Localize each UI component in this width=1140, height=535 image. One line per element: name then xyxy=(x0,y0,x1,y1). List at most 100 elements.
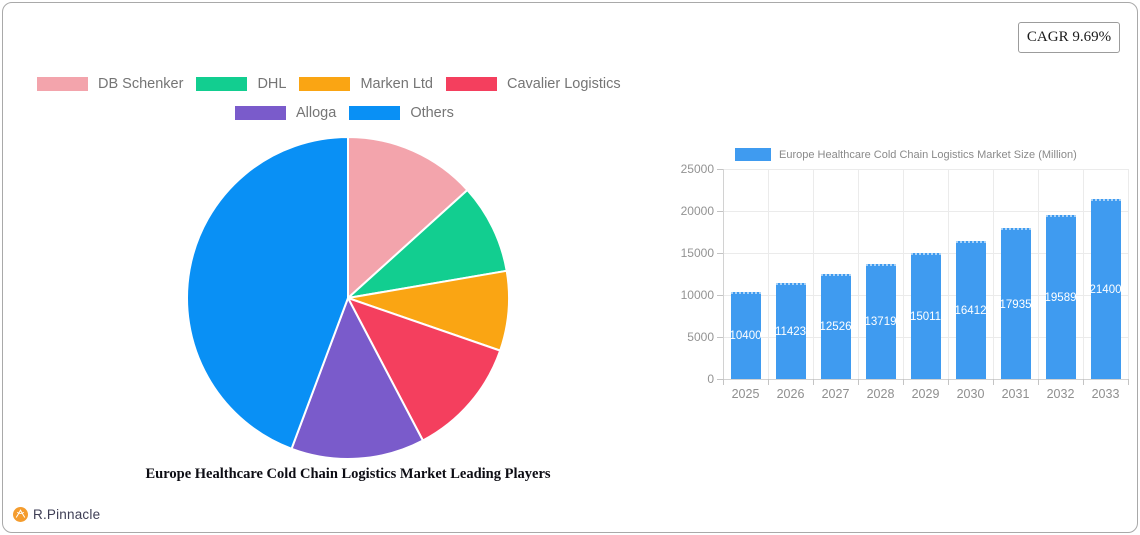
bar-2029[interactable]: 15011 xyxy=(909,252,942,379)
bar-2025[interactable]: 10400 xyxy=(729,291,762,379)
x-tickmark xyxy=(903,379,904,385)
x-axis-label-2027: 2027 xyxy=(821,387,850,401)
legend-label-db-schenker: DB Schenker xyxy=(98,76,184,92)
legend-label-alloga: Alloga xyxy=(296,105,337,121)
bar-value-label-2027: 12526 xyxy=(819,321,852,334)
bar-value-label-2031: 17935 xyxy=(999,298,1032,311)
gridline-x-boundary xyxy=(723,169,724,379)
bar-2026[interactable]: 11423 xyxy=(774,283,807,379)
bar-value-label-2029: 15011 xyxy=(909,310,942,323)
x-axis-label-2025: 2025 xyxy=(731,387,760,401)
y-tickmark xyxy=(717,253,723,254)
pie-legend-row-2: Alloga Others xyxy=(235,105,690,121)
bar-chart-area: Europe Healthcare Cold Chain Logistics M… xyxy=(681,138,1138,413)
x-axis-label-2028: 2028 xyxy=(866,387,895,401)
y-tickmark xyxy=(717,211,723,212)
gridline-x-boundary xyxy=(1083,169,1084,379)
y-tickmark xyxy=(717,169,723,170)
bar-legend-label: Europe Healthcare Cold Chain Logistics M… xyxy=(779,148,1077,161)
gridline-x-boundary xyxy=(948,169,949,379)
gridline-x-boundary xyxy=(813,169,814,379)
legend-item-dhl[interactable]: DHL xyxy=(196,76,286,92)
legend-item-others[interactable]: Others xyxy=(349,105,454,121)
bar-value-label-2032: 19589 xyxy=(1044,291,1077,304)
x-axis-label-2029: 2029 xyxy=(911,387,940,401)
legend-item-cavalier-logistics[interactable]: Cavalier Logistics xyxy=(446,76,621,92)
legend-label-marken-ltd: Marken Ltd xyxy=(360,76,433,92)
legend-item-alloga[interactable]: Alloga xyxy=(235,105,336,121)
bar-value-label-2033: 21400 xyxy=(1089,284,1122,297)
y-tickmark xyxy=(717,379,723,380)
legend-swatch-alloga xyxy=(235,106,286,120)
pie-slice-cavalier-logistics[interactable] xyxy=(347,297,502,442)
legend-item-db-schenker[interactable]: DB Schenker xyxy=(37,76,183,92)
gridline-x-boundary xyxy=(1128,169,1129,379)
legend-swatch-others xyxy=(349,106,401,120)
pie-chart-title: Europe Healthcare Cold Chain Logistics M… xyxy=(145,466,551,482)
bar-value-label-2028: 13719 xyxy=(864,316,897,329)
brand-name: R.Pinnacle xyxy=(33,507,101,522)
pie-legend: DB Schenker DHL Marken Ltd Cavalier Logisti… xyxy=(0,76,690,121)
cagr-badge-label: CAGR 9.69% xyxy=(1026,29,1112,45)
y-axis-label-0: 0 xyxy=(707,372,714,386)
bar-value-label-2030: 16412 xyxy=(954,305,987,318)
bar-2031[interactable]: 17935 xyxy=(999,228,1032,379)
brand-footer: R.Pinnacle xyxy=(13,507,100,522)
cagr-badge: CAGR 9.69% xyxy=(1018,22,1120,53)
pie-chart-area xyxy=(178,128,518,468)
bar-value-label-2025: 10400 xyxy=(729,330,762,343)
legend-swatch-db-schenker xyxy=(37,77,88,91)
pie-legend-row-1: DB Schenker DHL Marken Ltd Cavalier Logisti… xyxy=(37,76,690,92)
gridline-x-boundary xyxy=(768,169,769,379)
x-tickmark xyxy=(813,379,814,385)
bar-value-label-2026: 11423 xyxy=(774,326,807,338)
bar-2027[interactable]: 12526 xyxy=(819,273,852,379)
x-axis-label-2033: 2033 xyxy=(1091,387,1120,401)
y-axis-label-5000: 5000 xyxy=(687,330,714,344)
y-axis-label-20000: 20000 xyxy=(680,204,714,218)
x-tickmark xyxy=(1128,379,1129,385)
pie-slice-db-schenker[interactable] xyxy=(347,136,469,299)
bar-2033[interactable]: 21400 xyxy=(1089,199,1122,379)
pie-chart xyxy=(186,136,510,460)
bar-2030[interactable]: 16412 xyxy=(954,241,987,379)
bar-legend-swatch xyxy=(735,148,771,161)
gridline-y-25000 xyxy=(723,169,1128,170)
y-axis-label-10000: 10000 xyxy=(680,288,714,302)
y-tickmark xyxy=(717,295,723,296)
legend-label-others: Others xyxy=(410,105,454,121)
pie-slice-others[interactable] xyxy=(186,136,349,450)
x-axis-label-2026: 2026 xyxy=(776,387,805,401)
x-axis-label-2031: 2031 xyxy=(1001,387,1030,401)
gridline-y-20000 xyxy=(723,211,1128,212)
gridline-x-boundary xyxy=(858,169,859,379)
pie-slice-dhl[interactable] xyxy=(347,189,508,299)
legend-swatch-cavalier-logistics xyxy=(446,77,497,91)
gridline-y-0 xyxy=(723,379,1128,380)
legend-label-cavalier-logistics: Cavalier Logistics xyxy=(507,76,621,92)
x-tickmark xyxy=(1083,379,1084,385)
bar-2028[interactable]: 13719 xyxy=(864,263,897,379)
x-tickmark xyxy=(723,379,724,385)
bar-2032[interactable]: 19589 xyxy=(1044,214,1077,379)
brand-logo-icon xyxy=(13,507,28,522)
bar-plot: 0 5000 10000 15000 20000 25000 10400 2025 11423 2… xyxy=(681,162,1129,401)
gridline-x-boundary xyxy=(1038,169,1039,379)
y-axis-label-15000: 15000 xyxy=(680,246,714,260)
x-tickmark xyxy=(948,379,949,385)
y-axis-label-25000: 25000 xyxy=(680,162,714,176)
pie-slice-alloga[interactable] xyxy=(290,297,424,460)
legend-item-marken-ltd[interactable]: Marken Ltd xyxy=(299,76,433,92)
x-tickmark xyxy=(993,379,994,385)
x-tickmark xyxy=(1038,379,1039,385)
x-axis-label-2030: 2030 xyxy=(956,387,985,401)
y-tickmark xyxy=(717,337,723,338)
legend-swatch-dhl xyxy=(196,77,248,91)
x-tickmark xyxy=(768,379,769,385)
bar-chart-legend[interactable]: Europe Healthcare Cold Chain Logistics M… xyxy=(735,148,1077,161)
x-tickmark xyxy=(858,379,859,385)
legend-swatch-marken-ltd xyxy=(299,77,351,91)
legend-label-dhl: DHL xyxy=(257,76,287,92)
x-axis-label-2032: 2032 xyxy=(1046,387,1075,401)
